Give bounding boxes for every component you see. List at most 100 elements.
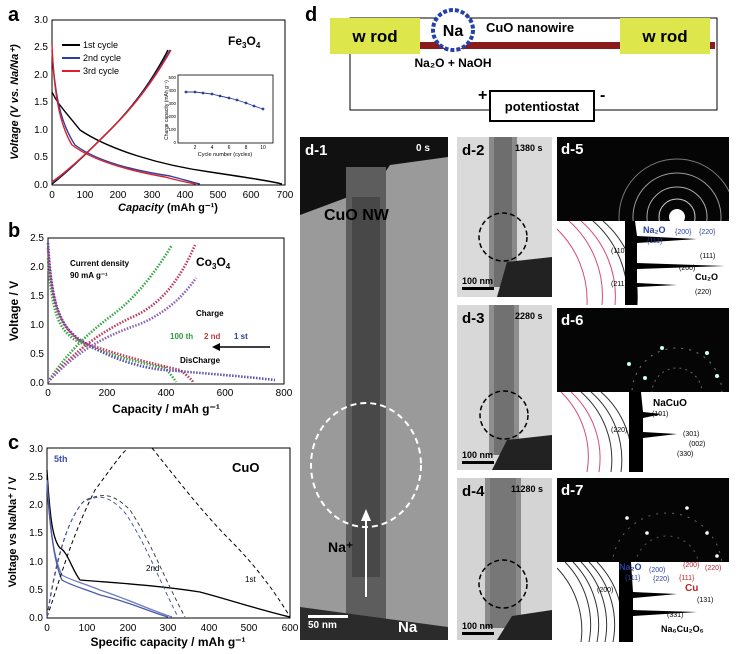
inset-ytick: 400 (168, 88, 176, 93)
tem-d4-circle (478, 559, 528, 609)
ytick: 0.0 (30, 378, 44, 389)
sad-profile-d6: NaCuO (101) (220) (301) (002) (330) (560, 392, 705, 472)
inset-a-ylabel: Charge capacity (mAh g⁻¹) (164, 80, 170, 140)
sad-d6-ring: (301) (683, 431, 699, 438)
chart-b-compound: Co3O4 (196, 255, 231, 271)
curve-c-1-charge (46, 447, 291, 618)
tem-d1-na-ion: Na⁺ (328, 539, 354, 555)
chart-a-frame (51, 19, 286, 186)
profile-arc (564, 562, 592, 642)
diffraction-spot (660, 346, 664, 350)
panel-label-d: d (305, 4, 318, 26)
xtick: 400 (201, 623, 218, 634)
sad-d6-ring: (002) (689, 441, 705, 448)
inset-point (235, 98, 239, 102)
ytick: 1.5 (30, 291, 44, 302)
diffraction-ring (618, 158, 729, 221)
chart-b-note2: 90 mA g⁻¹ (70, 271, 108, 280)
xtick: 100 (77, 190, 94, 201)
chart-b-cycle-100: 100 th (170, 332, 193, 341)
sad-d6-ring: (330) (677, 451, 693, 458)
tem-d1-label: d-1 (305, 142, 328, 159)
scale-bar-d2 (462, 287, 494, 290)
w-rod-left (330, 18, 420, 54)
tem-d1-drawing (300, 137, 448, 640)
curve-b-1-charge (47, 277, 198, 383)
sad-d5-ring: (111) (700, 253, 715, 260)
chart-c-frame (46, 447, 291, 619)
inset-point (244, 101, 248, 105)
sad-d7-label: d-7 (561, 482, 584, 499)
nanowire-core (490, 478, 516, 628)
chart-c-label-1st: 1st (245, 575, 256, 584)
tem-d3-circle (479, 390, 529, 440)
xtick: 700 (277, 190, 294, 201)
chart-a-xlabel: Capacity (mAh g⁻¹) (118, 202, 218, 214)
sad-d5-ring: (220) (695, 289, 711, 296)
chart-c-xlabel: Specific capacity / mAh g⁻¹ (90, 635, 245, 649)
ytick: 1.5 (29, 528, 43, 539)
cuo-nanowire (385, 42, 715, 49)
tem-d2-label: d-2 (462, 142, 485, 159)
sad-d5-ring: (200) (679, 265, 695, 272)
chart-b-arrowhead (212, 343, 220, 351)
sad-pattern-d5: d-5 (557, 137, 729, 221)
curve-b-1-discharge (46, 242, 276, 382)
ytick: 0.5 (30, 349, 44, 360)
tem-d3-time: 2280 s (515, 311, 543, 321)
chart-b-cycle-1: 1 st (234, 332, 248, 341)
profile-arc (588, 562, 616, 642)
tem-d2-circle (478, 212, 528, 262)
diffraction-ring (651, 367, 703, 392)
ytick: 2.5 (29, 472, 43, 483)
inset-a-xlabel: Cycle number (cycles) (198, 152, 253, 158)
sad-d7-na2o-ring: {220} (653, 576, 670, 583)
tem-d4-label: d-4 (462, 483, 485, 500)
beam-center (669, 209, 685, 221)
legend-3: 3rd cycle (83, 66, 119, 76)
curve-b-2-discharge (46, 247, 195, 383)
curve-c-2-charge (46, 495, 186, 618)
inset-point (193, 90, 197, 94)
plus-sign: + (478, 87, 487, 104)
profile-arc (596, 562, 624, 642)
minus-sign: - (600, 87, 605, 104)
tem-d3-scale: 100 nm (462, 450, 494, 460)
nanowire-core (494, 305, 514, 455)
na-reservoir (497, 257, 552, 297)
inset-point (227, 96, 231, 100)
curve-b-100-charge (46, 244, 174, 383)
ytick: 2.0 (30, 262, 44, 273)
curve-b-100-discharge (46, 257, 178, 383)
ytick: 0.0 (29, 613, 43, 624)
sad-d5-label: d-5 (561, 141, 584, 158)
diffraction-spot (625, 516, 629, 520)
sad-d5-p1r0: {111} (647, 238, 663, 245)
chart-b-cycle-2: 2 nd (204, 332, 221, 341)
sad-d5-p1r2: {220} (699, 229, 716, 236)
xtick: 200 (99, 388, 116, 399)
scale-bar-d4 (462, 632, 494, 635)
profile-arc (580, 562, 608, 642)
sad-profile-d7: Na₂O (200) {111} {220} {200} (220) {111}… (557, 562, 721, 642)
legend-1: 1st cycle (83, 40, 118, 50)
chart-c-compound: CuO (232, 460, 259, 475)
profile-arc (590, 392, 623, 472)
inset-ytick: 200 (168, 114, 176, 119)
tem-d2-scale: 100 nm (462, 276, 494, 286)
tem-image-d3: d-3 2280 s 100 nm (457, 305, 552, 470)
xtick: 0 (49, 190, 55, 201)
chart-b-ylabel: Voltage / V (7, 281, 21, 341)
tem-image-d1: d-1 0 s CuO NW Na⁺ Na 50 nm (300, 137, 448, 640)
sad-profile-d5: Na₂O {111} {200} {220} (110) (111) (200)… (557, 221, 725, 305)
scale-bar-d1 (308, 615, 348, 618)
inset-ytick: 100 (168, 127, 176, 132)
profile-arc (592, 221, 628, 305)
scale-bar-d3 (462, 461, 494, 464)
profile-arc (557, 228, 588, 305)
inset-point (210, 92, 214, 96)
tem-d1-na: Na (398, 619, 418, 636)
chart-a: 0 100 200 300 400 500 600 700 0.0 0.5 1.… (9, 15, 294, 214)
curve-a-1-discharge (51, 91, 283, 185)
tem-d1-scale: 50 nm (308, 620, 337, 631)
